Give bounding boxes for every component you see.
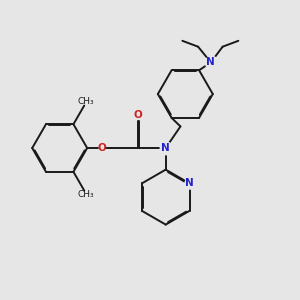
Text: O: O — [134, 110, 142, 120]
Text: O: O — [98, 143, 106, 153]
Text: CH₃: CH₃ — [78, 190, 94, 199]
Text: N: N — [161, 143, 170, 153]
Text: N: N — [206, 57, 215, 68]
Text: CH₃: CH₃ — [78, 97, 94, 106]
Text: N: N — [185, 178, 194, 188]
